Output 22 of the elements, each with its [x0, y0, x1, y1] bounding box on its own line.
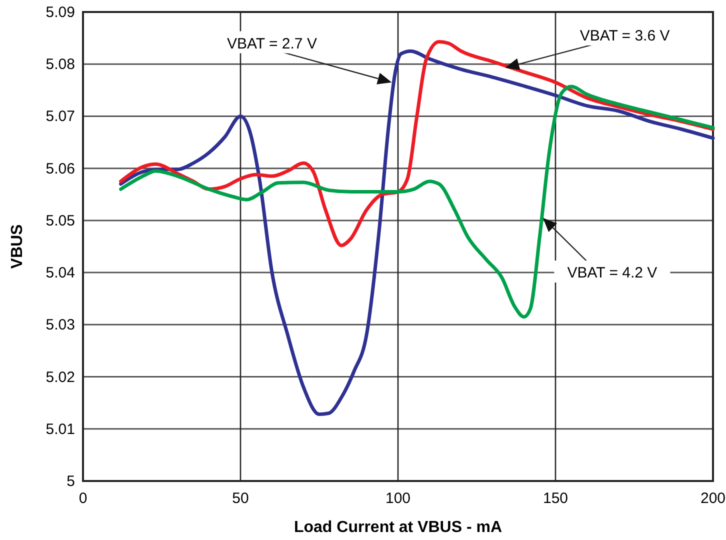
y-tick-label: 5.04 [46, 264, 75, 282]
text: VBAT = 4.2 V [567, 264, 658, 282]
line-series [119, 84, 715, 319]
y-tick-label: 5 [66, 473, 75, 490]
y-axis-title: VBUS [9, 224, 26, 269]
y-tick-label: 5.07 [46, 108, 75, 126]
y-tick-label: 5.01 [46, 420, 75, 438]
x-tick-label: 100 [385, 490, 411, 507]
y-tick-label: 5.06 [46, 160, 75, 178]
x-axis-title: Load Current at VBUS - mA [294, 519, 502, 536]
y-tick-label: 5.09 [46, 4, 75, 21]
text: VBAT = 2.7 V [227, 35, 317, 52]
text: VBAT = 3.6 V [580, 27, 670, 44]
line-series [119, 49, 715, 416]
y-tick-label: 5.08 [46, 56, 75, 74]
x-tick-label: 0 [78, 490, 88, 507]
x-tick-label: 150 [542, 490, 568, 507]
x-tick-label: 200 [700, 490, 726, 507]
x-tick-label: 50 [232, 490, 249, 507]
y-tick-label: 5.05 [46, 212, 75, 230]
y-tick-label: 5.02 [46, 368, 75, 386]
y-tick-label: 5.03 [46, 316, 75, 334]
